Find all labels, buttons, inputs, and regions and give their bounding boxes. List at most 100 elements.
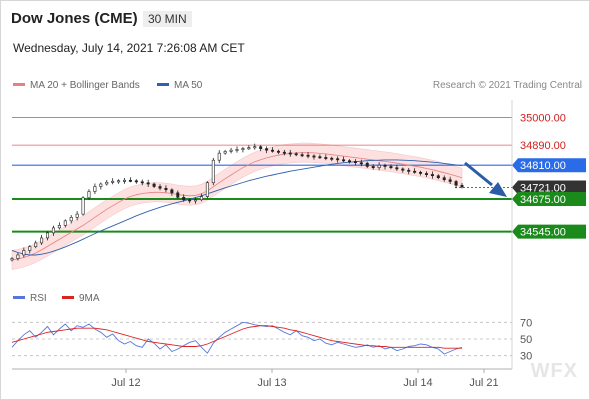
candle-body — [105, 181, 109, 185]
candle-body — [401, 168, 405, 171]
candle-body — [306, 154, 310, 157]
candle-body — [63, 220, 67, 226]
candle-body — [81, 197, 85, 215]
bollinger-band — [11, 142, 463, 270]
candle-body — [259, 146, 263, 149]
candle-body — [454, 181, 458, 186]
candle-body — [265, 148, 269, 151]
level-tag — [512, 158, 586, 173]
candle-body — [253, 146, 257, 149]
candle-body — [146, 182, 150, 185]
level-tag — [512, 192, 586, 207]
ma50-line — [11, 159, 463, 256]
candle-body — [371, 166, 375, 169]
candle-body — [229, 149, 233, 152]
candle-body — [40, 237, 44, 244]
candle-body — [111, 180, 115, 183]
candle-body — [288, 152, 292, 155]
research-credit: Research © 2021 Trading Central — [432, 80, 582, 91]
level-value: 34675.00 — [520, 194, 566, 206]
candle-body — [294, 153, 298, 156]
rsi-tick-label: 50 — [520, 334, 532, 346]
ma20-legend: MA 20 + Bollinger Bands — [13, 80, 140, 91]
candle-body — [448, 179, 452, 182]
candle-body — [22, 250, 26, 256]
level-value: 35000.00 — [520, 113, 566, 125]
candle-body — [389, 166, 393, 169]
level-label-support: 34545.00 — [512, 224, 586, 239]
candle-body — [176, 192, 180, 198]
candle-body — [377, 164, 381, 169]
rsi-ma-line — [11, 325, 462, 349]
candle-body — [123, 179, 127, 182]
candle-body — [117, 180, 121, 183]
candle-body — [276, 150, 280, 153]
candle-body — [347, 160, 351, 163]
x-tick-label: Jul 14 — [403, 377, 432, 389]
timeframe-badge[interactable]: 30 MIN — [143, 11, 192, 27]
candle-body — [34, 242, 38, 247]
candle-body — [419, 171, 423, 174]
candle-body — [336, 158, 340, 161]
candle-body — [158, 186, 162, 189]
candle-body — [46, 232, 50, 239]
candle-body — [359, 162, 363, 165]
candle-body — [318, 156, 322, 159]
level-tag — [512, 224, 586, 239]
candle-body — [365, 162, 369, 167]
candle-body — [342, 159, 346, 162]
rsi-legend-label: RSI — [30, 293, 47, 304]
candle-body — [271, 149, 275, 152]
candle-body — [300, 154, 304, 157]
candle-body — [182, 196, 186, 201]
candle-body — [217, 152, 221, 161]
candle-body — [188, 199, 192, 202]
candle-body — [194, 199, 198, 202]
x-tick-label: Jul 13 — [257, 377, 286, 389]
level-value: 34721.00 — [520, 183, 566, 195]
candle-body — [10, 258, 14, 261]
ma20-legend-label: MA 20 + Bollinger Bands — [30, 80, 140, 91]
level-value: 34810.00 — [520, 160, 566, 172]
candle-body — [16, 254, 20, 259]
rsi-swatch — [13, 295, 25, 299]
level-tag — [512, 180, 586, 195]
level-label-resistance: 35000.00 — [520, 113, 566, 125]
candle-body — [170, 189, 174, 194]
candle-body — [93, 186, 97, 192]
ma50-legend-label: MA 50 — [174, 80, 203, 91]
candle-body — [330, 157, 334, 160]
rsi-ma-swatch — [62, 295, 74, 299]
level-label-last: 34721.00 — [512, 180, 586, 195]
watermark-logo: WFX — [530, 360, 578, 382]
candle-body — [235, 149, 239, 151]
candle-body — [75, 213, 79, 218]
level-label-resistance: 34890.00 — [520, 140, 566, 152]
candle-body — [134, 180, 138, 183]
ma50-swatch — [157, 82, 169, 86]
x-tick-label: Jul 12 — [111, 377, 140, 389]
level-label-pivot: 34810.00 — [512, 158, 586, 173]
candle-body — [57, 225, 61, 229]
rsi-line — [11, 321, 463, 355]
rsi-tick-label: 70 — [520, 317, 532, 329]
candle-body — [324, 157, 328, 159]
candle-body — [87, 191, 91, 199]
candle-body — [312, 155, 316, 158]
candle-body — [51, 227, 55, 234]
candle-body — [383, 164, 387, 167]
candle-body — [205, 182, 209, 197]
candle-body — [247, 147, 251, 150]
candle-body — [164, 187, 168, 191]
candle-body — [413, 170, 417, 173]
ma20-line — [11, 152, 463, 261]
candle-body — [199, 196, 203, 201]
rsi-tick-label: 30 — [520, 351, 532, 363]
candle-body — [436, 175, 440, 179]
timestamp: Wednesday, July 14, 2021 7:26:08 AM CET — [13, 41, 245, 55]
rsi-ma-legend: 9MA — [62, 293, 100, 304]
forecast-arrow-shaft — [464, 161, 493, 187]
level-value: 34890.00 — [520, 140, 566, 152]
candle-body — [99, 183, 103, 187]
